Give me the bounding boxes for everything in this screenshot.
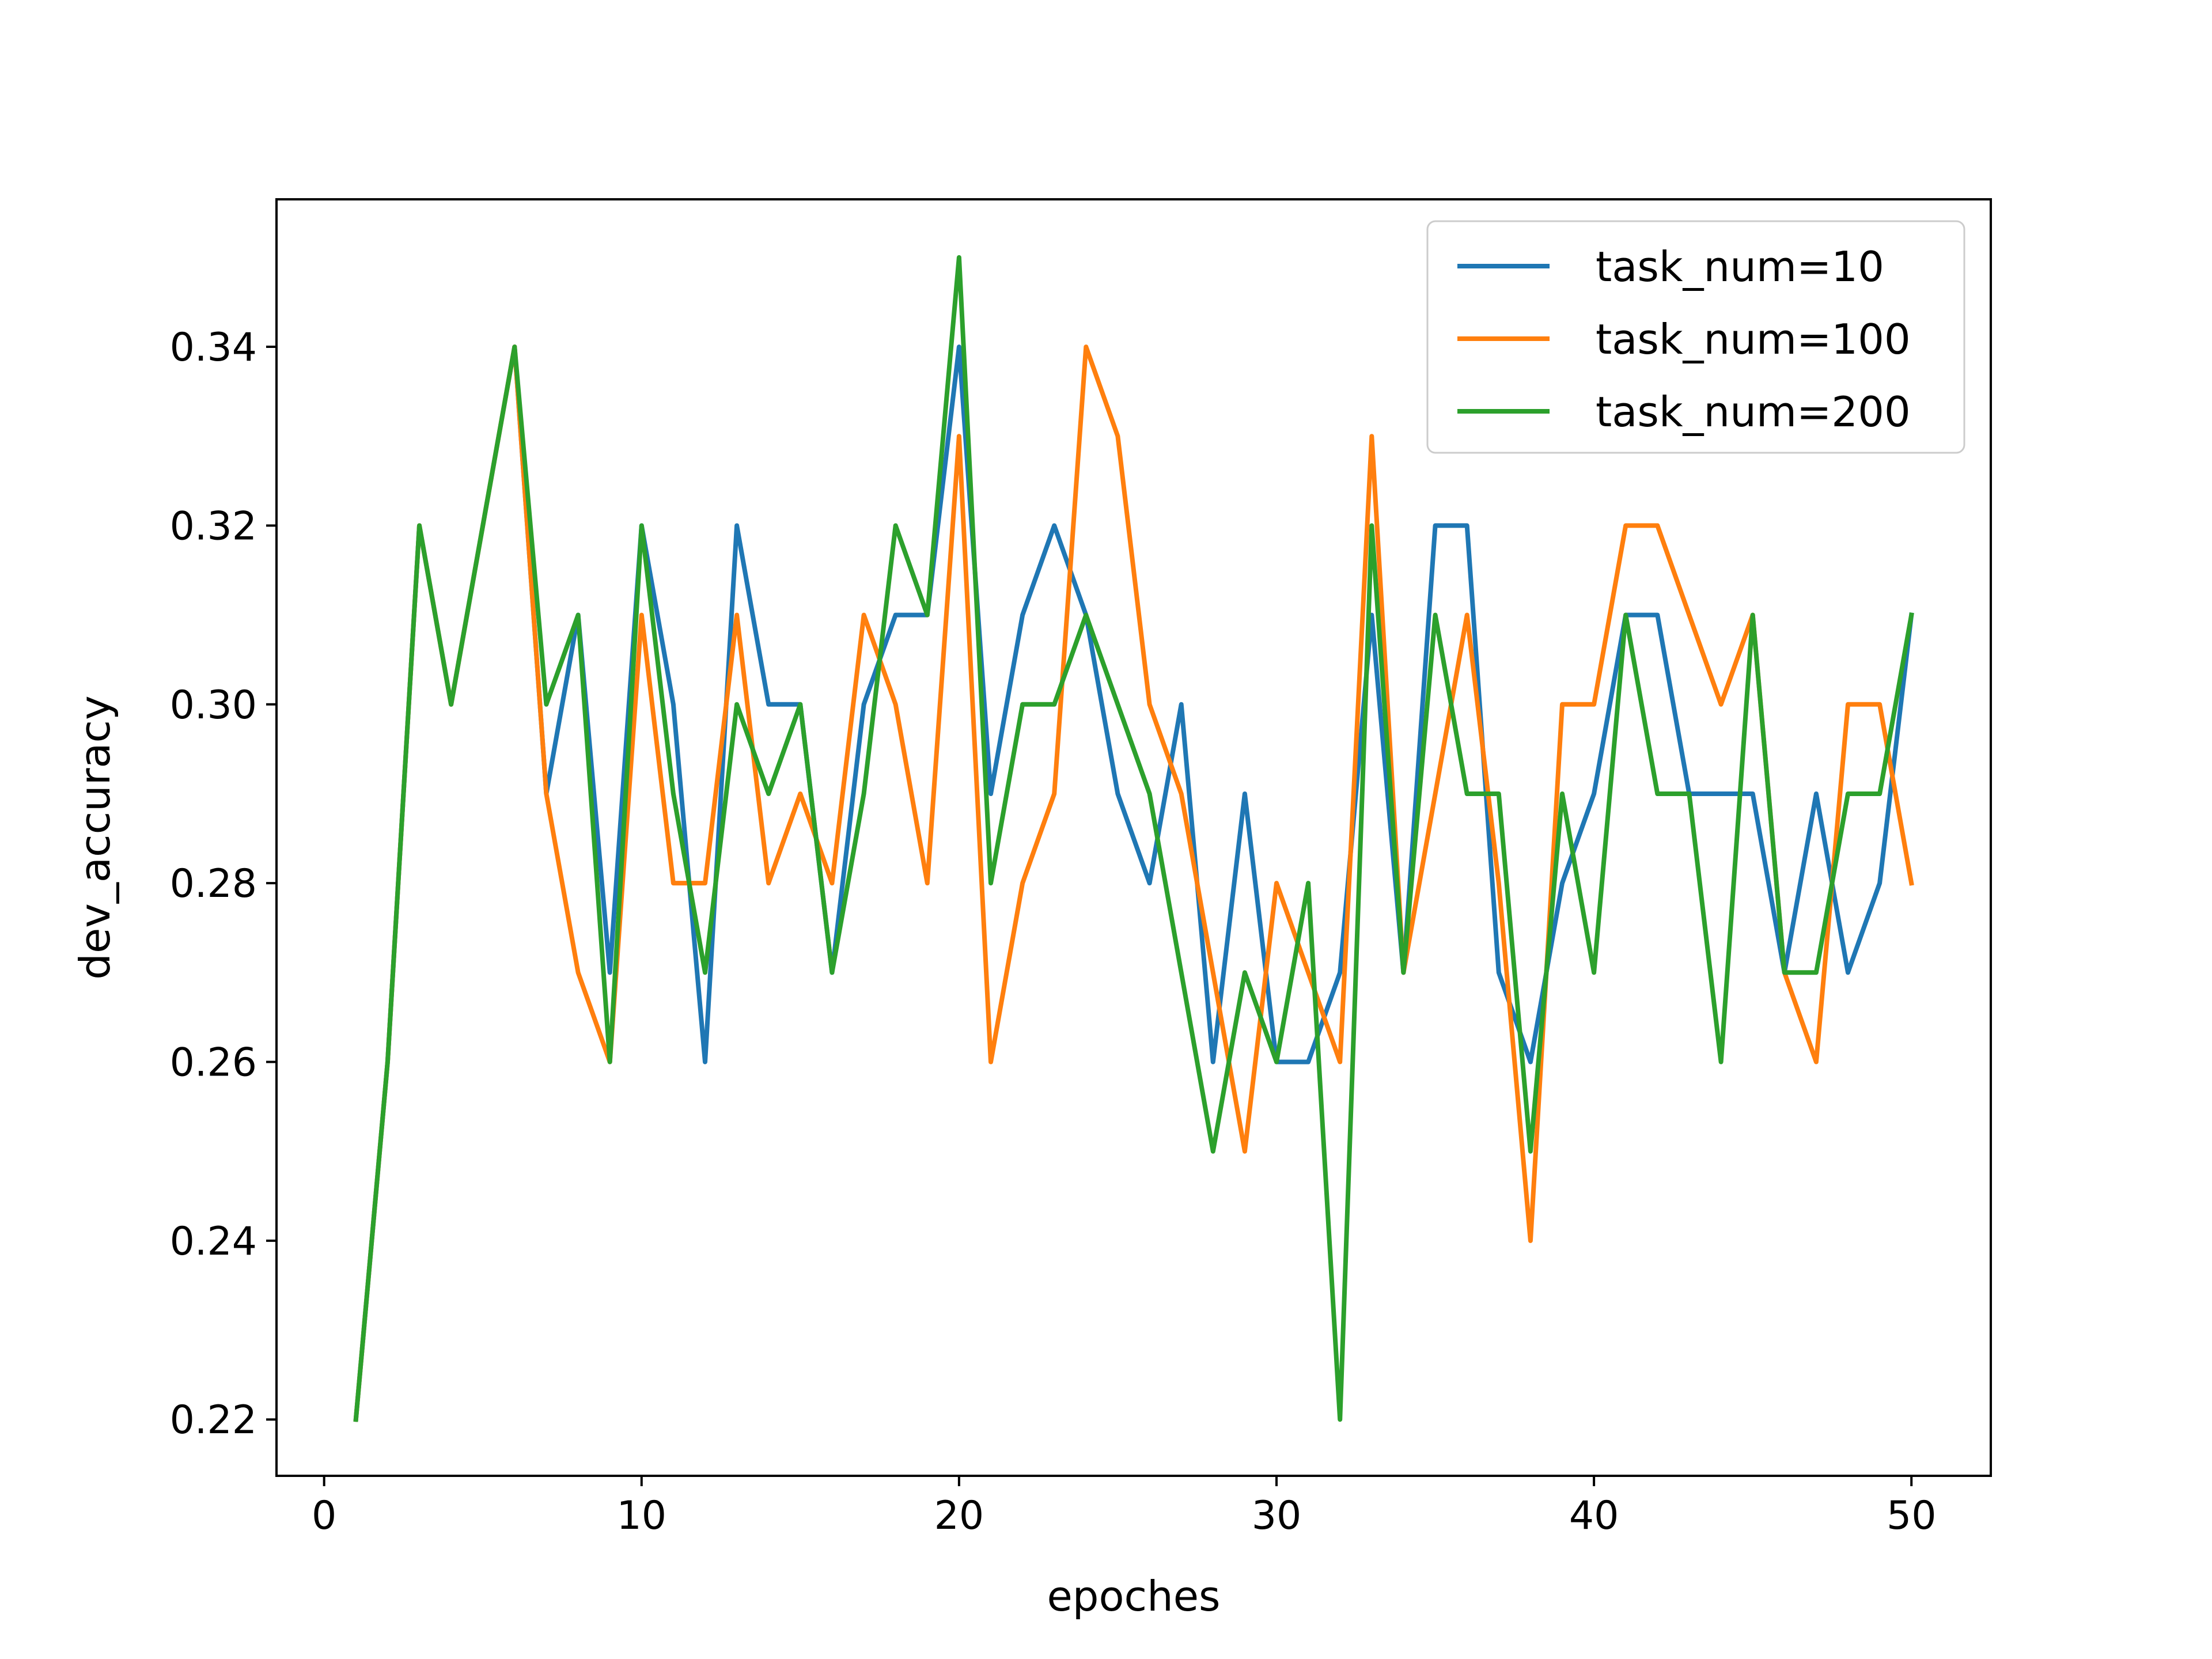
x-tick-label: 40 [1569,1493,1619,1539]
x-tick-label: 30 [1252,1493,1302,1539]
x-tick-label: 20 [934,1493,984,1539]
x-axis-label: epoches [1047,1572,1220,1620]
x-tick-label: 50 [1887,1493,1937,1539]
y-axis-label: dev_accuracy [71,695,119,979]
y-tick-label: 0.28 [170,861,257,907]
legend-label-2: task_num=100 [1596,315,1911,363]
y-tick-label: 0.26 [170,1040,257,1086]
series-layer [353,255,1914,1422]
series-line-1 [353,344,1914,1422]
x-axis: 0 10 20 30 40 50 [312,1476,1936,1539]
legend-box [1426,220,1965,454]
y-tick-label: 0.34 [170,325,257,370]
legend-label-1: task_num=10 [1596,243,1884,291]
x-tick-label: 10 [617,1493,667,1539]
legend: task_num=10 task_num=100 task_num=200 [1426,220,1965,454]
y-tick-label: 0.32 [170,503,257,549]
y-tick-label: 0.30 [170,683,257,728]
y-tick-label: 0.24 [170,1219,257,1264]
plot-area-frame [275,198,1992,1477]
y-tick-label: 0.22 [170,1397,257,1443]
series-line-3 [353,255,1914,1422]
legend-label-3: task_num=200 [1596,388,1911,436]
x-tick-label: 0 [312,1493,336,1539]
y-axis: 0.22 0.24 0.26 0.28 0.30 0.32 0.34 [170,325,276,1443]
